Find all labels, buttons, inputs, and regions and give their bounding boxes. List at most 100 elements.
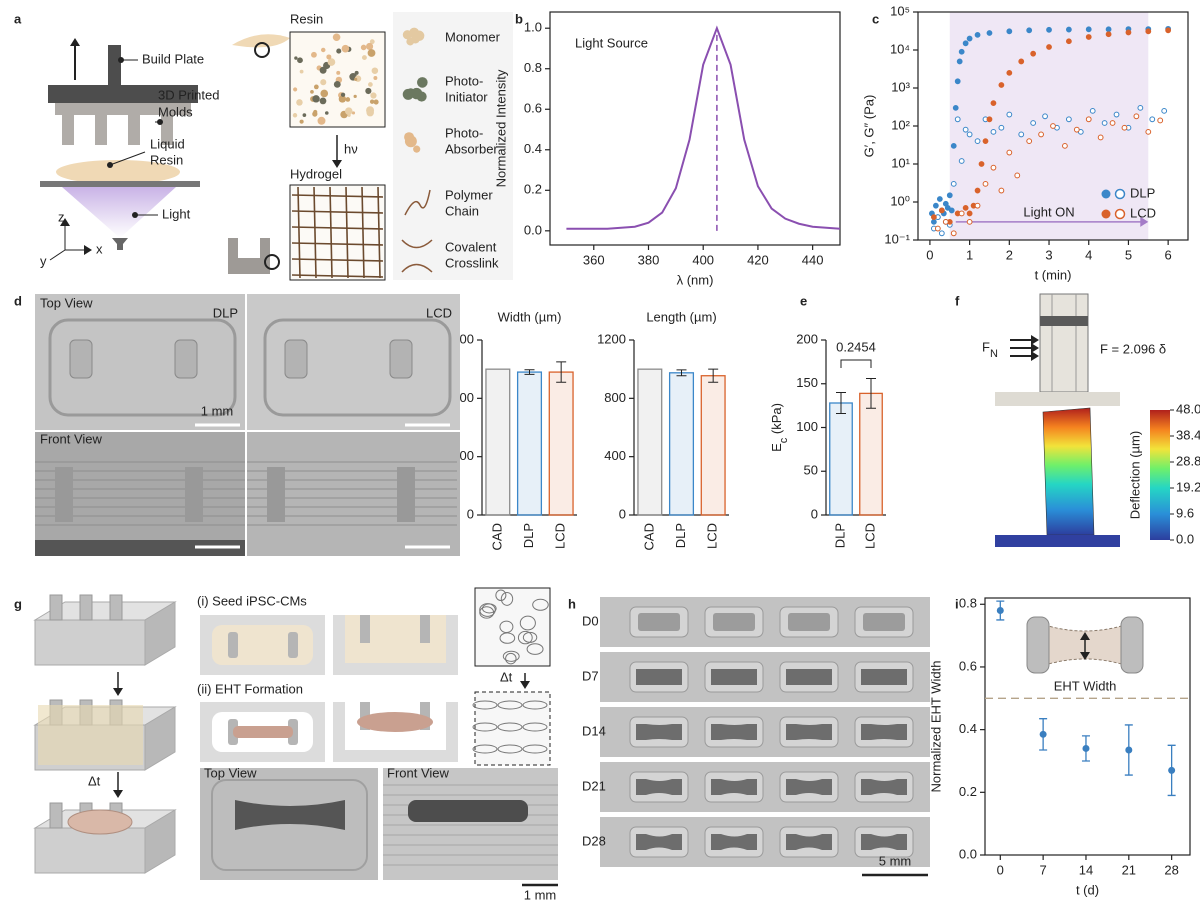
storage-point — [1065, 38, 1072, 45]
magnifier — [264, 254, 280, 270]
label: Photo- — [445, 73, 483, 88]
bar — [548, 371, 574, 516]
cell — [502, 650, 520, 662]
tissue — [786, 779, 832, 795]
significance-bracket — [840, 359, 872, 368]
legend-label: DLP — [1130, 185, 1155, 200]
tissue — [786, 834, 832, 850]
magnifier — [254, 42, 270, 58]
resin-particle — [332, 33, 341, 42]
label: (i) Seed iPSC-CMs — [197, 593, 307, 608]
storage-point — [1105, 31, 1112, 38]
polymer-line — [291, 274, 384, 278]
resin-particle — [368, 82, 373, 87]
label: 3D Printed — [158, 87, 219, 102]
y-tick-label: 0.2 — [524, 182, 542, 197]
y-tick-label: 10² — [891, 117, 910, 132]
storage-point — [946, 192, 953, 199]
storage-point — [1105, 26, 1112, 33]
loss-point — [1050, 123, 1056, 129]
y-tick-label: 0.4 — [959, 721, 977, 736]
y-tick-label: 0 — [811, 506, 818, 521]
polymer-line — [291, 210, 384, 214]
legend-glyph — [402, 30, 413, 40]
leader — [109, 151, 146, 166]
resin-particle — [367, 49, 376, 57]
tissue — [636, 834, 682, 850]
polymer-line — [291, 226, 384, 230]
column — [1039, 293, 1089, 393]
hydrogel-box — [289, 184, 386, 281]
cell — [522, 700, 548, 710]
tissue — [861, 669, 907, 685]
tissue — [711, 779, 757, 795]
loss-point — [942, 218, 949, 225]
panel-letter: i — [955, 596, 959, 611]
day-label: D21 — [582, 778, 606, 793]
bar — [637, 368, 663, 516]
tissue — [67, 809, 133, 835]
mold-post — [185, 467, 203, 522]
storage-point — [1018, 58, 1025, 65]
label: Hydrogel — [290, 166, 342, 181]
storage-point — [974, 31, 981, 38]
colorbar — [1150, 410, 1170, 540]
x-tick-label: 7 — [1040, 862, 1047, 877]
y-tick-label: 0.0 — [524, 222, 542, 237]
bar — [516, 371, 543, 516]
label: 5 mm — [879, 853, 912, 868]
resin-particle — [373, 76, 378, 80]
storage-point — [1006, 28, 1013, 35]
resin-particle — [320, 89, 329, 98]
loss-point — [1026, 138, 1033, 145]
resin-particle — [317, 116, 326, 125]
storage-point — [1006, 69, 1013, 76]
resin-particle — [369, 39, 375, 45]
arrow-head — [1140, 216, 1149, 227]
storage-point — [962, 40, 969, 47]
legend-glyph — [417, 77, 428, 88]
resin-particle — [302, 113, 307, 117]
label: Resin — [290, 11, 323, 26]
mold-3d — [144, 809, 176, 874]
label: Covalent — [445, 239, 497, 254]
arrow-head — [332, 160, 342, 168]
colorbar-label: Deflection (µm) — [1127, 431, 1142, 519]
day-label: D28 — [582, 833, 606, 848]
error-bar — [836, 392, 846, 414]
error-bar — [524, 369, 535, 375]
equation: F = 2.096 δ — [1100, 341, 1166, 356]
loss-point — [990, 164, 997, 171]
storage-point — [930, 218, 937, 225]
post — [228, 632, 238, 658]
loss-point — [938, 230, 945, 237]
resin-particle — [333, 80, 341, 88]
category-label: LCD — [705, 523, 720, 549]
cell — [532, 598, 549, 611]
arrow-head — [1080, 632, 1090, 640]
loss-point — [958, 210, 965, 217]
loss-point — [1109, 120, 1116, 126]
storage-point — [998, 82, 1005, 88]
resin-particle — [341, 44, 350, 53]
bar — [859, 392, 883, 516]
resin-particle — [292, 113, 298, 118]
y-axis-label: Normalized Intensity — [493, 69, 508, 187]
resin-particle — [320, 47, 326, 53]
storage-point — [948, 207, 955, 214]
mold-post — [62, 115, 74, 145]
loss-point — [1042, 113, 1048, 120]
light-on-shade — [949, 12, 1149, 240]
column-band — [1040, 316, 1088, 326]
label: Light — [162, 206, 191, 221]
post — [420, 615, 430, 643]
panel-letter: d — [14, 293, 22, 308]
error-bar — [556, 361, 567, 383]
y-tick-label: 10¹ — [891, 155, 910, 170]
storage-point — [1026, 27, 1033, 34]
point — [996, 607, 1004, 615]
resin-particle — [293, 87, 298, 92]
ground — [995, 392, 1120, 406]
storage-point — [1165, 27, 1172, 34]
y-tick-label: 800 — [604, 390, 626, 405]
